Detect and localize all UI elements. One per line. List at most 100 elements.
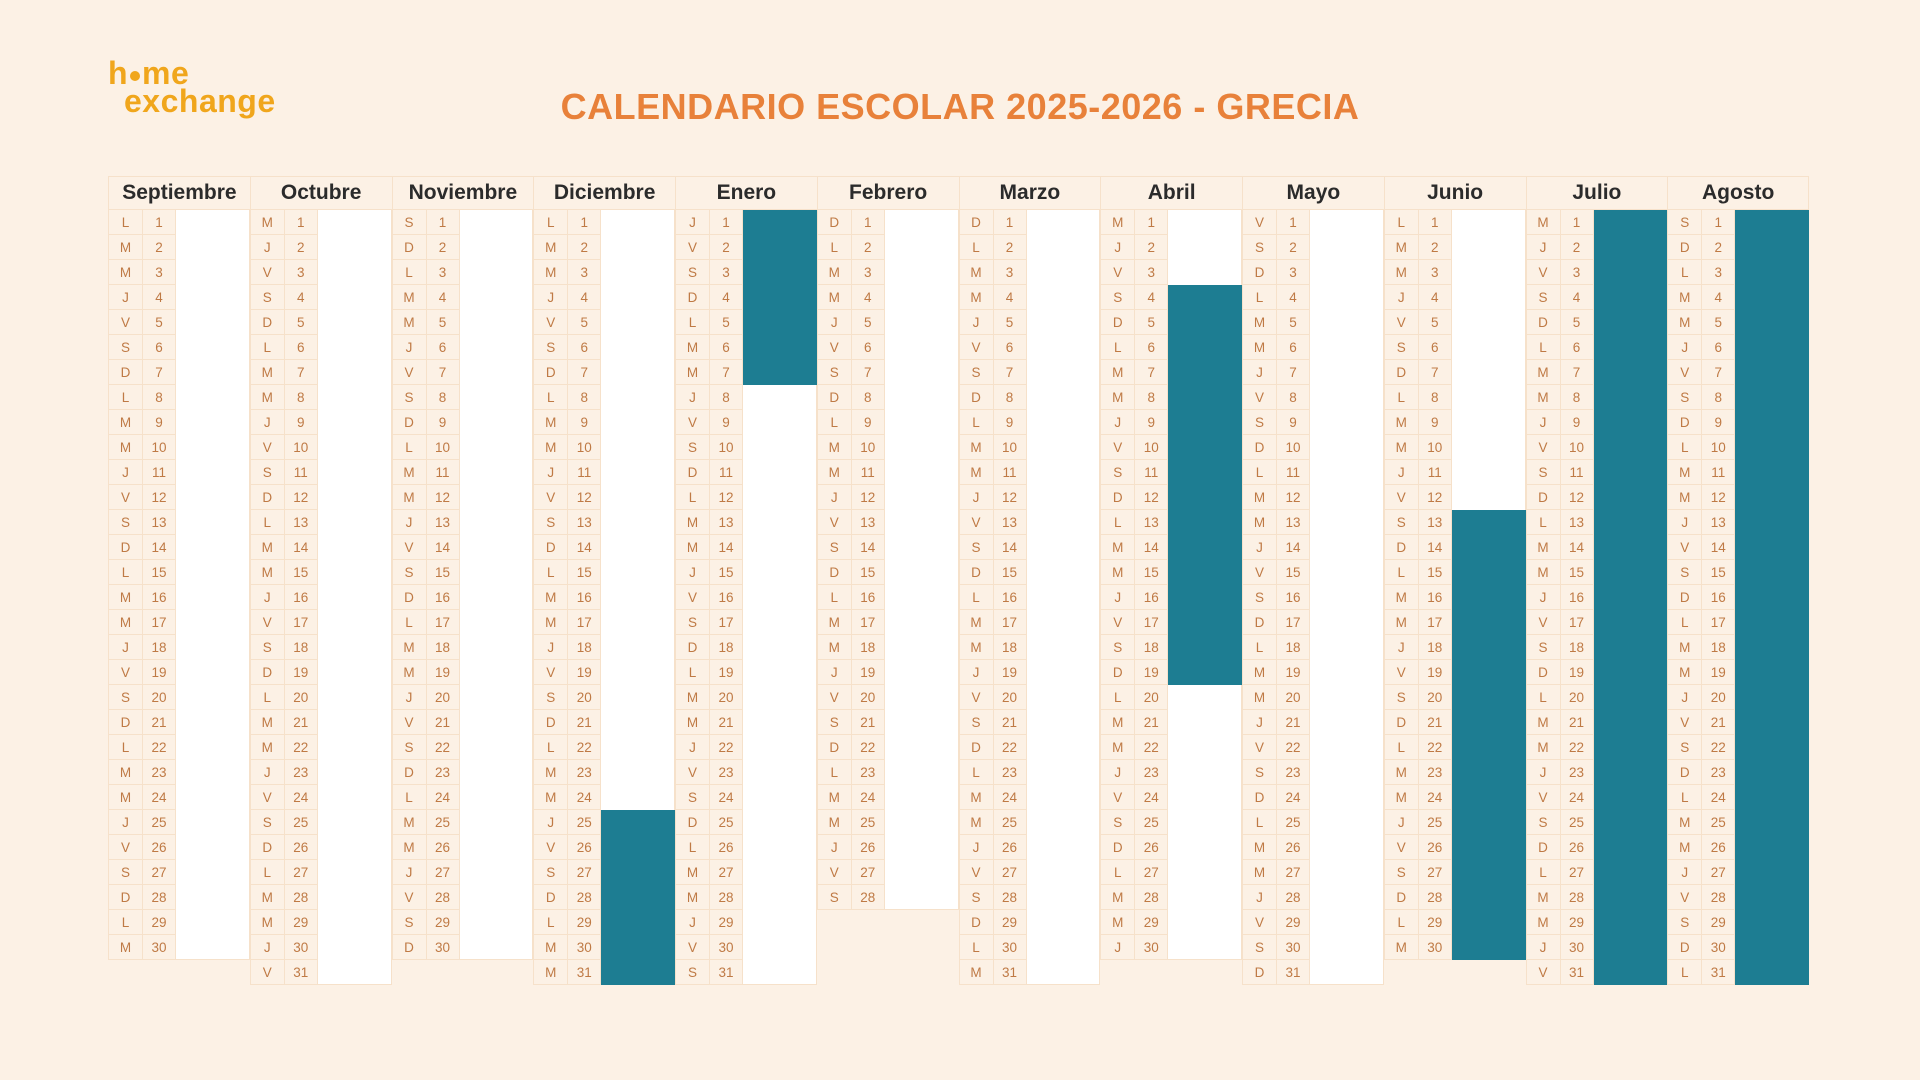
day-letter-cell: M [675,885,709,910]
day-letter-cell: L [958,585,993,610]
day-number-cell: 5 [1276,310,1310,335]
month-name: Noviembre [391,176,534,210]
day-row: V 12 [108,485,250,510]
day-letter-cell: V [816,335,851,360]
day-letter-cell: D [533,885,568,910]
day-letter-cell: M [1525,210,1560,235]
day-number-cell: 5 [850,310,885,335]
day-number-cell: 10 [1559,435,1594,460]
day-letter-cell: M [816,435,851,460]
day-row: D 28 [108,885,250,910]
day-number-cell: 28 [1276,885,1310,910]
day-letter-cell: M [675,860,709,885]
day-number-cell: 26 [567,835,602,860]
day-row: D 28 [533,885,675,910]
day-number-cell: 22 [425,735,460,760]
day-row: D 10 [1242,435,1384,460]
day-row: L 15 [1383,560,1526,585]
day-row: S 13 [1383,510,1526,535]
day-letter-cell: J [816,835,851,860]
day-letter-cell: L [1383,385,1418,410]
day-number-cell: 31 [709,960,743,985]
day-row: M 25 [391,810,534,835]
day-row: L 27 [1100,860,1242,885]
day-number-cell: 26 [1417,835,1452,860]
day-number-cell: 3 [425,260,460,285]
day-number-cell: 28 [1417,885,1452,910]
month-strip [1310,210,1384,985]
day-number-cell: 6 [1134,335,1169,360]
day-row: D 11 [675,460,817,485]
day-letter-cell: M [1667,310,1702,335]
day-row: L 20 [1100,685,1242,710]
day-letter-cell: V [816,510,851,535]
day-row: J 25 [1383,810,1526,835]
day-number-cell: 26 [1559,835,1594,860]
day-row: M 14 [249,535,392,560]
day-letter-cell: J [391,510,426,535]
day-row: S 25 [1525,810,1668,835]
day-row: S 20 [108,685,250,710]
day-letter-cell: L [1667,260,1702,285]
day-letter-cell: D [391,760,426,785]
day-number-cell: 7 [1559,360,1594,385]
day-row: L 23 [816,760,959,785]
day-letter-cell: J [1242,710,1276,735]
day-number-cell: 17 [142,610,176,635]
day-letter-cell: D [1667,760,1702,785]
day-row: S 21 [958,710,1101,735]
day-row: D 26 [249,835,392,860]
day-letter-cell: D [1100,485,1135,510]
day-letter-cell: V [958,335,993,360]
day-letter-cell: J [1667,510,1702,535]
day-number-cell: 7 [1276,360,1310,385]
day-number-cell: 27 [992,860,1027,885]
day-number-cell: 19 [1134,660,1169,685]
day-letter-cell: S [249,460,284,485]
day-letter-cell: L [1667,435,1702,460]
day-row: S 13 [108,510,250,535]
day-number-cell: 18 [1134,635,1169,660]
day-letter-cell: S [1100,285,1135,310]
month-column-junio: Junio L 1 M 2 M 3 J 4 V 5 S 6 D 7 L 8 M 9 M 10 J 11 V 12 S 13 D 14 L 1… [1383,176,1526,985]
day-row: V 19 [1383,660,1526,685]
day-letter-cell: S [958,710,993,735]
homeexchange-logo: h me exchange [108,57,276,117]
day-number-cell: 17 [1417,610,1452,635]
day-letter-cell: M [1525,910,1560,935]
day-letter-cell: M [391,485,426,510]
day-row: M 22 [249,735,392,760]
day-number-cell: 31 [283,960,318,985]
day-letter-cell: S [1242,760,1276,785]
day-row: D 12 [249,485,392,510]
day-row: S 22 [1667,735,1809,760]
day-letter-cell: S [249,285,284,310]
day-number-cell: 13 [1417,510,1452,535]
day-number-cell: 11 [283,460,318,485]
day-letter-cell: V [249,960,284,985]
day-letter-cell: J [1667,335,1702,360]
day-row: S 11 [1100,460,1242,485]
day-letter-cell: M [1667,285,1702,310]
day-row: M 15 [249,560,392,585]
day-row: S 14 [958,535,1101,560]
day-letter-cell: S [1667,385,1702,410]
day-letter-cell: L [108,910,142,935]
day-letter-cell: M [1383,235,1418,260]
day-number-cell: 14 [1559,535,1594,560]
day-letter-cell: D [391,585,426,610]
day-letter-cell: J [675,560,709,585]
day-letter-cell: L [391,785,426,810]
day-number-cell: 30 [142,935,176,960]
